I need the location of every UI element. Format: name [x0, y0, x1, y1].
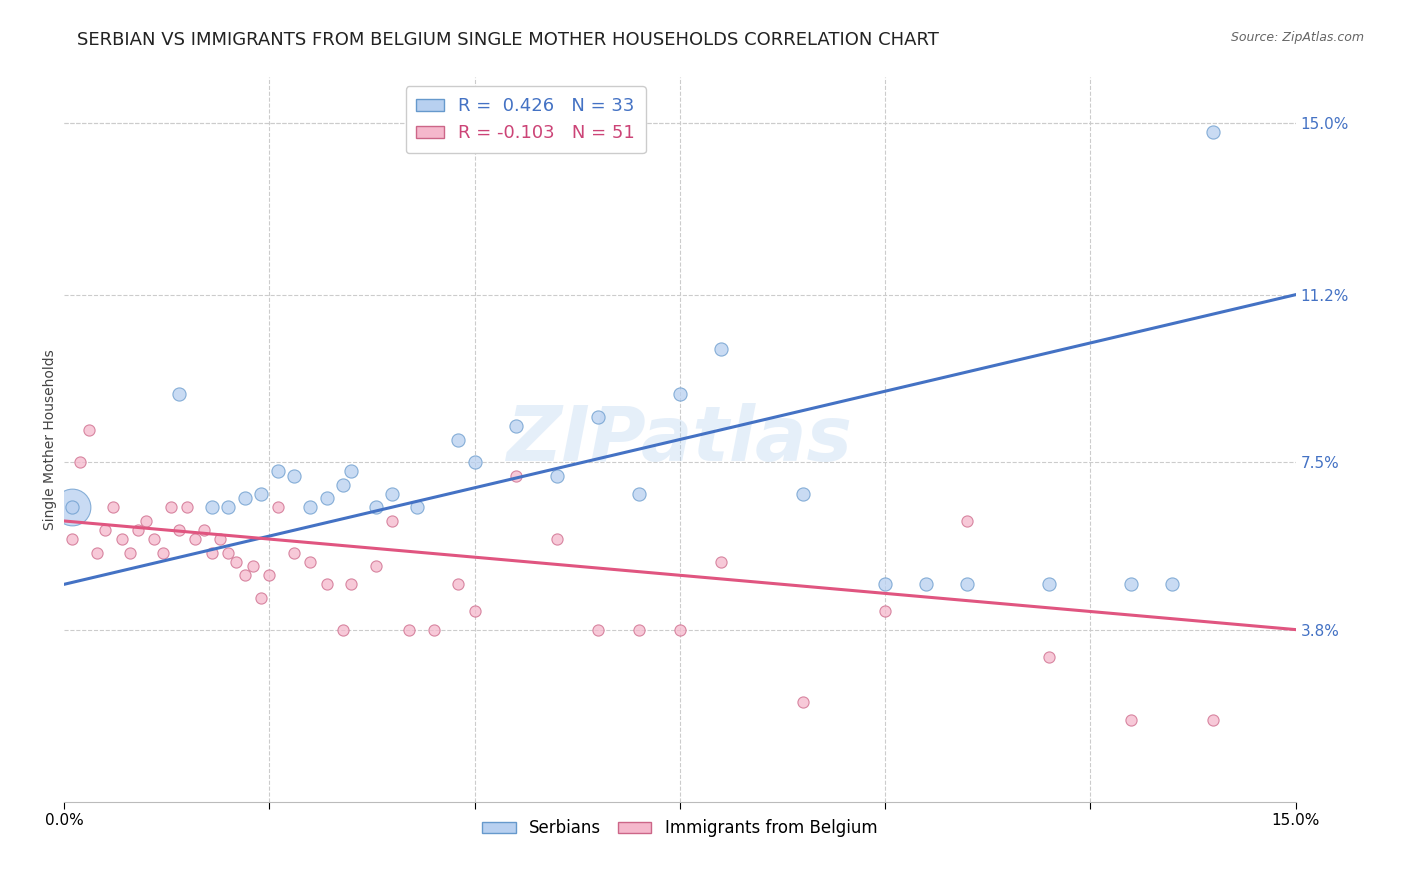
Point: [381, 514, 404, 528]
Point: [250, 591, 273, 605]
Point: [143, 532, 166, 546]
Point: [135, 514, 157, 528]
Point: [315, 491, 337, 506]
Point: [60, 500, 83, 515]
Point: [875, 605, 897, 619]
Point: [792, 487, 814, 501]
Point: [259, 568, 281, 582]
Point: [792, 695, 814, 709]
Point: [332, 477, 354, 491]
Legend: Serbians, Immigrants from Belgium: Serbians, Immigrants from Belgium: [475, 813, 884, 844]
Point: [586, 623, 609, 637]
Point: [710, 342, 733, 356]
Point: [364, 559, 387, 574]
Point: [505, 468, 527, 483]
Point: [127, 523, 149, 537]
Point: [69, 455, 91, 469]
Point: [201, 500, 224, 515]
Point: [505, 418, 527, 433]
Point: [669, 623, 692, 637]
Point: [956, 577, 979, 591]
Point: [242, 559, 264, 574]
Point: [447, 433, 470, 447]
Point: [167, 523, 190, 537]
Point: [1121, 713, 1143, 727]
Point: [1038, 577, 1060, 591]
Point: [340, 577, 363, 591]
Point: [283, 546, 305, 560]
Point: [381, 487, 404, 501]
Point: [586, 409, 609, 424]
Point: [86, 546, 108, 560]
Point: [422, 623, 444, 637]
Point: [1202, 713, 1225, 727]
Point: [225, 555, 247, 569]
Point: [250, 487, 273, 501]
Point: [233, 568, 256, 582]
Point: [110, 532, 132, 546]
Point: [915, 577, 938, 591]
Point: [217, 500, 239, 515]
Y-axis label: Single Mother Households: Single Mother Households: [44, 349, 58, 530]
Point: [266, 464, 288, 478]
Point: [669, 387, 692, 401]
Point: [217, 546, 239, 560]
Point: [152, 546, 174, 560]
Point: [193, 523, 215, 537]
Point: [201, 546, 224, 560]
Point: [627, 487, 650, 501]
Point: [1121, 577, 1143, 591]
Point: [406, 500, 429, 515]
Point: [266, 500, 288, 515]
Point: [1161, 577, 1184, 591]
Point: [299, 555, 322, 569]
Point: [184, 532, 207, 546]
Point: [77, 424, 100, 438]
Point: [315, 577, 337, 591]
Point: [464, 455, 486, 469]
Point: [710, 555, 733, 569]
Point: [875, 577, 897, 591]
Point: [233, 491, 256, 506]
Point: [209, 532, 232, 546]
Point: [283, 468, 305, 483]
Point: [176, 500, 198, 515]
Point: [94, 523, 117, 537]
Point: [60, 532, 83, 546]
Point: [447, 577, 470, 591]
Point: [1202, 125, 1225, 139]
Text: SERBIAN VS IMMIGRANTS FROM BELGIUM SINGLE MOTHER HOUSEHOLDS CORRELATION CHART: SERBIAN VS IMMIGRANTS FROM BELGIUM SINGL…: [77, 31, 939, 49]
Point: [956, 514, 979, 528]
Point: [103, 500, 125, 515]
Point: [340, 464, 363, 478]
Point: [364, 500, 387, 515]
Point: [627, 623, 650, 637]
Point: [464, 605, 486, 619]
Point: [1038, 649, 1060, 664]
Point: [167, 387, 190, 401]
Point: [299, 500, 322, 515]
Text: Source: ZipAtlas.com: Source: ZipAtlas.com: [1230, 31, 1364, 45]
Point: [159, 500, 181, 515]
Point: [546, 532, 568, 546]
Point: [332, 623, 354, 637]
Point: [398, 623, 420, 637]
Point: [60, 500, 83, 515]
Text: ZIPatlas: ZIPatlas: [506, 402, 853, 476]
Point: [118, 546, 141, 560]
Point: [546, 468, 568, 483]
